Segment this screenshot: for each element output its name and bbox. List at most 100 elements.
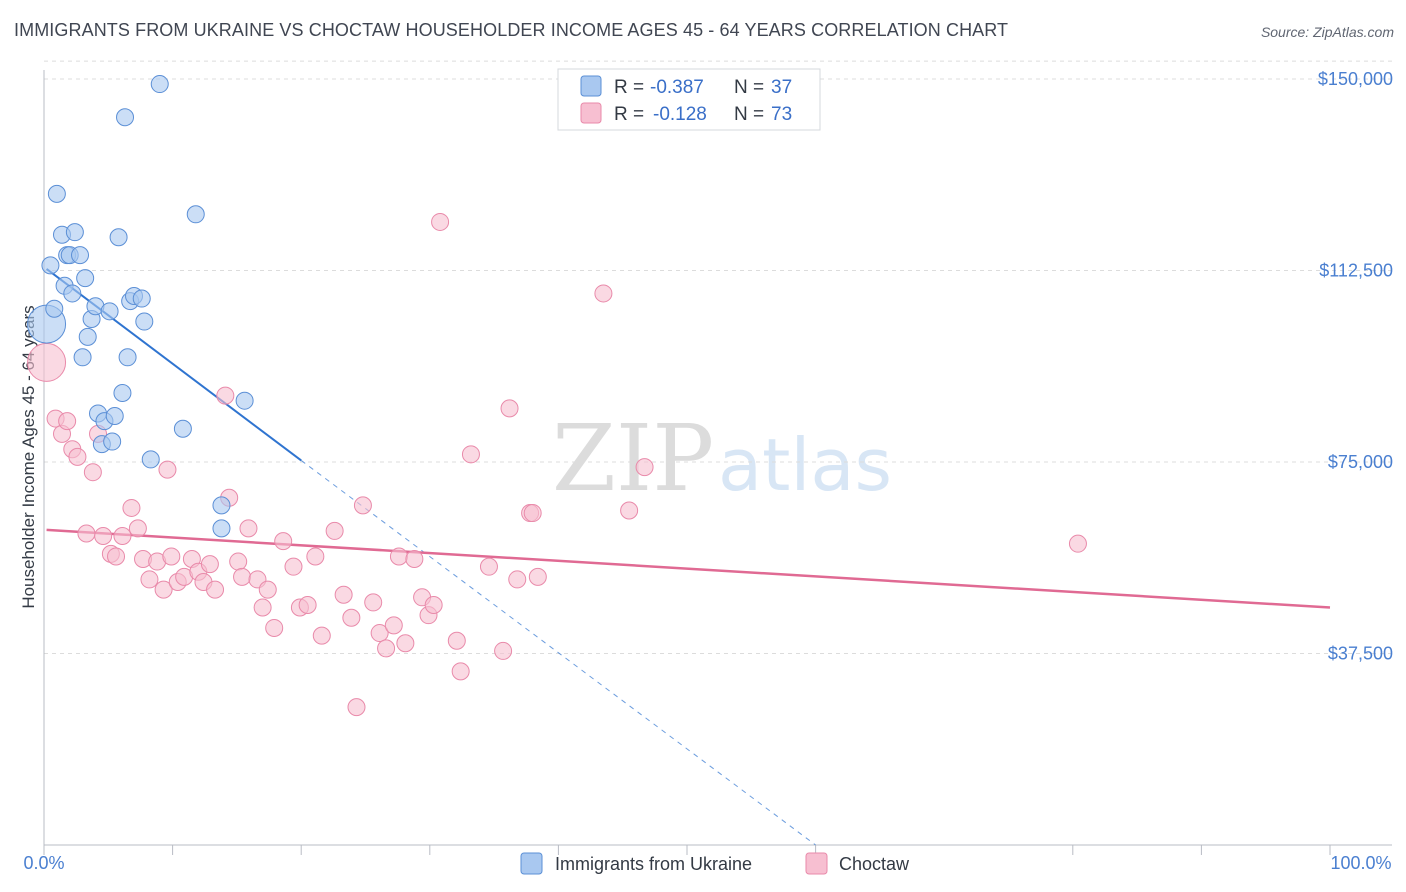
choctaw-point-71 [1068,534,1087,553]
bottom-legend-swatch-ukraine [520,852,543,875]
ukraine-point-22 [109,228,128,247]
legend-n-label-2: N = [734,104,764,125]
ukraine-point-32 [173,419,192,438]
source-credit: Source: ZipAtlas.com [1260,24,1394,40]
ukraine-point-21 [105,407,124,426]
y-tick-label-2: $112,500 [1319,260,1393,280]
y-tick-label-3: $150,000 [1318,69,1393,89]
watermark-atlas: atlas [718,423,892,507]
trend-line-ukraine-extension [300,460,816,846]
choctaw-point-47 [353,496,372,515]
bottom-legend-label-ukraine: Immigrants from Ukraine [555,854,752,874]
ukraine-point-36 [235,391,254,410]
ukraine-point-33 [186,205,205,224]
choctaw-point-19 [158,460,177,479]
x-axis-ticks [43,845,1331,855]
ukraine-point-34 [212,496,231,515]
choctaw-point-27 [206,580,225,599]
ukraine-point-8 [63,284,82,303]
legend-swatch-ukraine [580,75,602,97]
choctaw-point-38 [284,557,303,576]
ukraine-point-25 [118,348,137,367]
choctaw-point-14 [128,519,147,538]
legend-n-value-2: 73 [771,104,792,125]
y-tick-label-0: $37,500 [1328,643,1393,663]
trend-line-choctaw [46,528,1331,609]
choctaw-point-69 [620,501,639,520]
choctaw-point-64 [500,399,519,418]
choctaw-point-40 [298,595,317,614]
choctaw-point-5 [68,447,87,466]
bottom-legend: Immigrants from Ukraine Choctaw [520,852,910,875]
watermark-zip: ZIP [552,405,714,512]
ukraine-point-20 [103,432,122,451]
legend-swatch-choctaw [580,102,602,124]
choctaw-point-43 [325,521,344,540]
ukraine-point-1 [41,256,60,275]
choctaw-point-72 [523,504,542,523]
choctaw-point-59 [447,631,466,650]
choctaw-point-35 [258,580,277,599]
choctaw-point-16 [140,570,159,589]
y-axis-tick-labels: $37,500 $75,000 $112,500 $150,000 [1318,69,1393,664]
legend-r-label-2: R = [614,104,644,125]
choctaw-point-7 [83,463,102,482]
x-tick-label-1: 100.0% [1330,853,1391,873]
choctaw-point-13 [122,498,141,517]
axes [43,70,1392,846]
choctaw-point-54 [405,550,424,569]
choctaw-point-58 [431,212,450,231]
ukraine-point-28 [132,289,151,308]
choctaw-point-9 [94,527,113,546]
choctaw-point-61 [461,445,480,464]
ukraine-point-12 [76,269,95,288]
legend-box: R = -0.387 N = 37 R = -0.128 N = 73 [557,68,821,131]
choctaw-point-50 [377,639,396,658]
choctaw-point-63 [494,641,513,660]
ukraine-point-3 [47,184,66,203]
legend-r-label-1: R = [614,77,644,98]
choctaw-point-53 [396,634,415,653]
choctaw-point-49 [370,624,389,643]
ukraine-point-24 [116,108,135,127]
y-tick-label-1: $75,000 [1328,452,1393,472]
ukraine-point-23 [113,384,132,403]
choctaw-point-48 [364,593,383,612]
choctaw-point-32 [239,519,258,538]
choctaw-point-41 [306,547,325,566]
choctaw-point-6 [77,524,96,543]
legend-r-value-2: -0.128 [653,104,707,125]
y-axis-label: Householder Income Ages 45 - 64 years [19,305,38,608]
choctaw-point-52 [389,547,408,566]
choctaw-point-34 [253,598,272,617]
ukraine-point-30 [141,450,160,469]
choctaw-point-65 [508,570,527,589]
choctaw-point-0 [27,342,67,382]
choctaw-point-26 [200,555,219,574]
choctaw-point-20 [162,547,181,566]
chart-title: IMMIGRANTS FROM UKRAINE VS CHOCTAW HOUSE… [14,20,1009,40]
bottom-legend-swatch-choctaw [805,852,828,875]
ukraine-point-19 [100,302,119,321]
choctaw-point-36 [265,618,284,637]
choctaw-point-11 [107,547,126,566]
choctaw-point-31 [233,567,252,586]
choctaw-point-44 [334,585,353,604]
choctaw-point-68 [594,284,613,303]
choctaw-point-45 [342,608,361,627]
choctaw-point-67 [528,567,547,586]
legend-n-value-1: 37 [771,77,792,98]
choctaw-point-60 [451,662,470,681]
ukraine-point-2 [45,299,64,318]
choctaw-point-42 [312,626,331,645]
ukraine-point-13 [78,327,97,346]
choctaw-point-37 [274,532,293,551]
ukraine-point-11 [73,348,92,367]
ukraine-point-10 [71,246,90,265]
choctaw-points [27,212,1087,717]
ukraine-points [27,75,254,538]
choctaw-point-18 [154,580,173,599]
choctaw-point-28 [216,386,235,405]
ukraine-point-29 [135,312,154,331]
